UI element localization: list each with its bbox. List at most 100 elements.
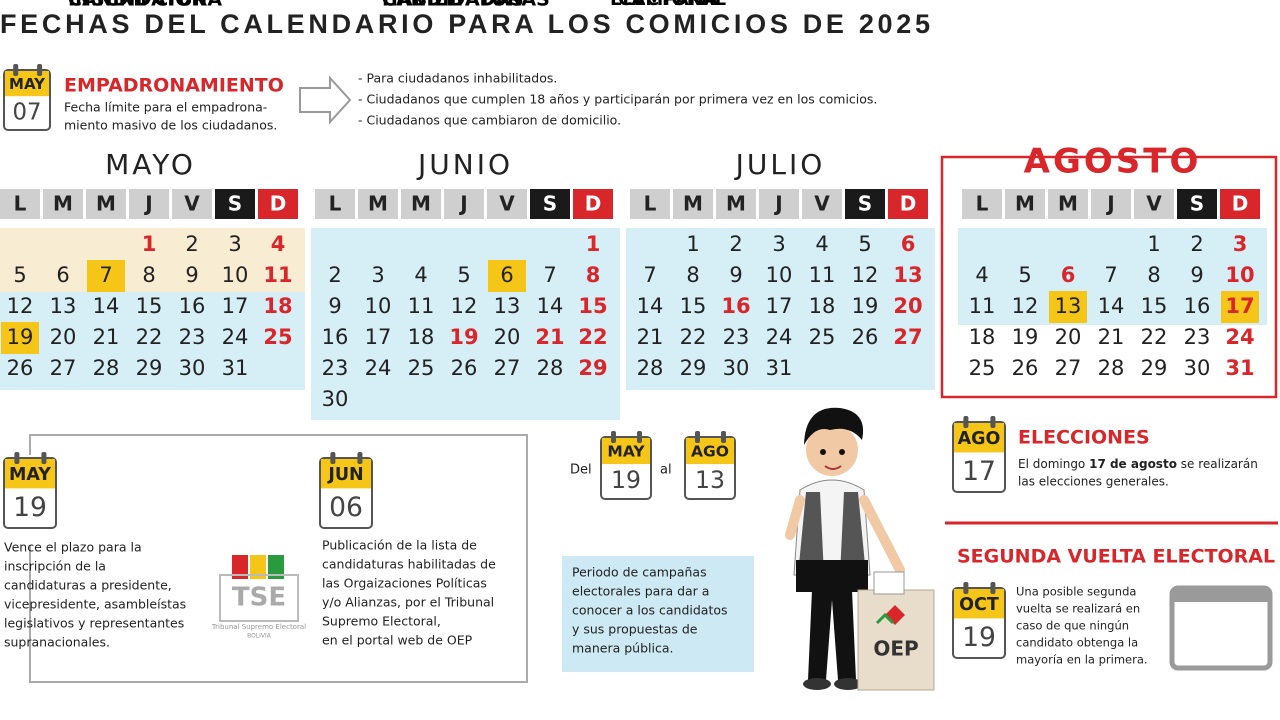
badge-top [954, 589, 1004, 619]
weekday-label: M [411, 192, 431, 216]
section-text: candidaturas habilitadas de [322, 557, 496, 572]
day-highlight [488, 260, 526, 292]
calendar-day: 19 [7, 325, 34, 349]
badge-day: 19 [611, 466, 641, 494]
section-text: y/o Alianzas, por el Tribunal [322, 595, 494, 610]
section-text: Una posible segunda [1016, 585, 1136, 599]
weekday-cell [1220, 189, 1260, 219]
calendar-day: 3 [371, 263, 384, 287]
calendar-day: 13 [50, 294, 77, 318]
section-text: supranacionales. [4, 635, 110, 650]
calendar-day: 30 [179, 356, 206, 380]
section-heading: ELECCIONES [1018, 427, 1150, 449]
section-text: Periodo de campañas [572, 565, 707, 580]
badge-month: OCT [959, 595, 999, 615]
weekday-cell [673, 189, 713, 219]
bullet-text: - Ciudadanos que cambiaron de domicilio. [358, 113, 621, 128]
badge-ring [330, 452, 336, 464]
person-illustration [785, 407, 905, 690]
calendar-day: 22 [578, 325, 607, 349]
section-heading: EMPADRONAMIENTO [64, 75, 284, 97]
weekday-label: L [329, 192, 342, 216]
bullet-text: - Para ciudadanos inhabilitados. [358, 71, 557, 86]
calendar-day: 10 [365, 294, 392, 318]
calendar-day: 29 [1141, 356, 1168, 380]
calendar-day: 22 [1141, 325, 1168, 349]
calendar-day: 12 [1012, 294, 1039, 318]
section-text: candidaturas a presidente, [4, 578, 172, 593]
badge-ring [990, 582, 996, 594]
weekday-cell [716, 189, 756, 219]
weekday-label: S [858, 192, 872, 216]
calendar-day: 23 [179, 325, 206, 349]
section-heading: SEGUNDA VUELTA ELECTORAL [957, 546, 1275, 568]
text-part: 17 de agosto [1089, 457, 1177, 471]
badge-day: 06 [329, 492, 363, 523]
campaign-label: Del [570, 463, 592, 478]
weekday-cell [962, 189, 1002, 219]
weekday-label: V [499, 192, 515, 216]
calendar-day: 18 [408, 325, 435, 349]
badge-ring [13, 64, 19, 76]
calendar-day: 9 [729, 263, 742, 287]
badge-ring [721, 431, 726, 443]
calendar-day: 8 [686, 263, 699, 287]
calendar-day: 28 [537, 356, 564, 380]
day-highlight [1221, 291, 1259, 323]
calendar-day: 3 [1233, 232, 1248, 256]
badge-day: 13 [695, 466, 725, 494]
calendar-day: 15 [680, 294, 707, 318]
calendar-band [0, 292, 305, 390]
calendar-day: 4 [975, 263, 988, 287]
calendar-day: 11 [263, 263, 292, 287]
section-text: candidato obtenga la [1016, 636, 1138, 650]
weekday-label: L [644, 192, 657, 216]
calendar-day: 26 [7, 356, 34, 380]
section-text: mayoría en la primera. [1016, 653, 1148, 667]
calendar-day: 13 [1055, 294, 1082, 318]
weekday-label: M [53, 192, 73, 216]
weekday-label: J [458, 192, 467, 216]
badge-ring [637, 431, 642, 443]
weekday-label: M [1015, 192, 1035, 216]
weekday-label: D [585, 192, 602, 216]
weekday-label: M [726, 192, 746, 216]
weekday-label: S [228, 192, 242, 216]
badge-month: JUN [327, 465, 363, 485]
calendar-day: 2 [1190, 232, 1203, 256]
weekday-cell [172, 189, 212, 219]
calendar-day: 12 [852, 263, 879, 287]
calendar-day: 31 [1225, 356, 1254, 380]
section-text: conocer a los candidatos [572, 603, 728, 618]
calendar-day: 21 [93, 325, 120, 349]
section-heading: HABILITADAS [382, 0, 524, 11]
weekday-label: D [900, 192, 917, 216]
calendar-icon [1169, 585, 1273, 671]
weekday-label: M [1058, 192, 1078, 216]
month-name: MAYO [105, 148, 196, 181]
calendar-day: 16 [721, 294, 750, 318]
calendar-day: 28 [93, 356, 120, 380]
calendar-day: 13 [893, 263, 922, 287]
section-text: y sus propuestas de [572, 622, 698, 637]
calendar-day: 7 [1104, 263, 1117, 287]
calendar-day: 29 [680, 356, 707, 380]
section-text: caso de que ningún [1016, 619, 1129, 633]
calendar-day: 22 [680, 325, 707, 349]
calendar-day: 19 [852, 294, 879, 318]
badge-ring [695, 431, 700, 443]
calendar-day: 8 [142, 263, 155, 287]
badge-month: AGO [691, 442, 729, 460]
section-text: las Orgaizaciones Políticas [322, 576, 487, 591]
calendar-band [958, 228, 1267, 325]
weekday-cell [759, 189, 799, 219]
badge-month: MAY [9, 75, 46, 93]
calendar-day: 6 [56, 263, 69, 287]
calendar-day: 1 [686, 232, 699, 256]
calendar-day: 11 [969, 294, 996, 318]
logo-text: TSE [232, 583, 286, 613]
calendar-day: 26 [1012, 356, 1039, 380]
calendar-day: 21 [1098, 325, 1125, 349]
section-text: vicepresidente, asambleístas [4, 597, 186, 612]
section-text: legislativos y representantes [4, 616, 184, 631]
